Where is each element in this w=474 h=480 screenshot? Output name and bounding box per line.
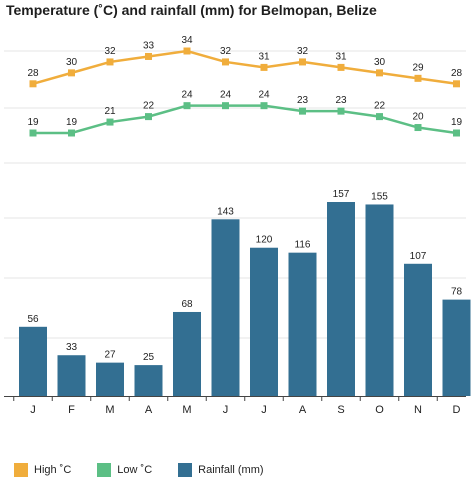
month-label: M xyxy=(105,404,114,416)
low-temp-value-label: 21 xyxy=(104,106,116,117)
rainfall-bar xyxy=(365,204,394,396)
low-temp-point xyxy=(453,129,460,137)
low-temp-value-label: 19 xyxy=(451,117,463,128)
rainfall-bar xyxy=(404,263,432,396)
rainfall-bar xyxy=(19,326,47,396)
low-temp-point xyxy=(414,124,422,132)
month-label: F xyxy=(68,404,75,416)
month-label: M xyxy=(182,404,191,416)
rainfall-bar xyxy=(134,365,163,396)
high-temp-value-label: 28 xyxy=(27,68,39,79)
legend-label-low: Low ˚C xyxy=(117,464,153,476)
high-temp-value-label: 33 xyxy=(143,40,155,51)
rainfall-value-label: 25 xyxy=(143,352,155,363)
high-temp-point xyxy=(414,74,422,82)
high-temp-value-label: 31 xyxy=(335,51,347,62)
rainfall-value-label: 56 xyxy=(27,314,39,325)
rainfall-bar xyxy=(211,219,240,396)
rainfall-bar xyxy=(173,311,201,396)
low-temp-value-label: 22 xyxy=(374,101,386,112)
legend-item-rainfall: Rainfall (mm) xyxy=(174,463,264,477)
month-label: J xyxy=(223,404,229,416)
legend-label-high: High ˚C xyxy=(34,464,72,476)
month-label: N xyxy=(414,404,422,416)
low-temp-value-label: 19 xyxy=(66,117,78,128)
month-label: A xyxy=(145,404,153,416)
high-temp-point xyxy=(222,58,229,66)
high-temp-point xyxy=(29,80,37,88)
low-temp-line xyxy=(33,104,457,135)
rainfall-bar xyxy=(327,202,355,396)
high-temp-value-label: 30 xyxy=(374,57,386,68)
legend-label-rainfall: Rainfall (mm) xyxy=(198,464,264,476)
legend-item-high: High ˚C xyxy=(10,463,71,477)
low-temp-point xyxy=(260,102,268,110)
low-temp-value-label: 23 xyxy=(297,95,309,106)
rainfall-bar xyxy=(442,299,471,396)
rainfall-value-label: 27 xyxy=(104,350,116,361)
low-temp-value-label: 22 xyxy=(143,101,155,112)
legend-item-low: Low ˚C xyxy=(93,463,152,477)
rainfall-bar xyxy=(96,362,124,396)
rainfall-value-label: 143 xyxy=(217,206,234,217)
legend: High ˚C Low ˚C Rainfall (mm) xyxy=(10,460,286,480)
low-temp-point xyxy=(376,113,383,121)
rainfall-value-label: 157 xyxy=(333,189,350,200)
chart-title: Temperature (˚C) and rainfall (mm) for B… xyxy=(6,2,377,18)
month-label: J xyxy=(261,404,267,416)
month-label: D xyxy=(453,404,461,416)
high-temp-point xyxy=(260,63,268,71)
rainfall-value-label: 155 xyxy=(371,191,388,202)
high-temp-point xyxy=(337,63,345,71)
rainfall-value-label: 107 xyxy=(410,251,427,262)
month-label: O xyxy=(375,404,384,416)
low-temp-point xyxy=(145,113,152,121)
low-temp-value-label: 24 xyxy=(181,90,193,101)
high-temp-value-label: 29 xyxy=(412,62,424,73)
climate-chart: 56 33 27 25 68 143 120 116 157 155 107 78 J F M A M J J A S O… xyxy=(4,35,471,416)
high-temp-value-label: 31 xyxy=(258,51,270,62)
low-temp-point xyxy=(68,129,75,137)
rainfall-value-label: 68 xyxy=(181,299,193,310)
low-temp-point xyxy=(106,118,114,126)
rainfall-value-label: 120 xyxy=(256,235,273,246)
rainfall-value-label: 116 xyxy=(295,240,311,251)
low-temp-point xyxy=(222,102,229,110)
rainfall-bar xyxy=(288,252,317,396)
high-temp-value-label: 34 xyxy=(181,35,193,46)
legend-swatch-high xyxy=(14,463,28,477)
low-temp-value-label: 19 xyxy=(27,117,39,128)
legend-swatch-rainfall xyxy=(178,463,193,477)
high-temp-value-label: 32 xyxy=(297,46,309,57)
rainfall-value-label: 33 xyxy=(66,342,78,353)
rainfall-bar xyxy=(250,247,278,396)
high-temp-line xyxy=(32,49,457,86)
low-temp-point xyxy=(299,107,306,115)
rainfall-bar xyxy=(57,355,86,396)
low-temp-value-label: 23 xyxy=(335,95,347,106)
high-temp-point xyxy=(145,52,152,60)
high-temp-value-label: 32 xyxy=(104,46,116,57)
low-temp-value-label: 24 xyxy=(258,90,270,101)
month-label: A xyxy=(299,404,307,416)
high-temp-value-label: 28 xyxy=(451,68,463,79)
low-temp-point xyxy=(29,129,37,137)
low-temp-value-label: 20 xyxy=(412,112,424,123)
low-temp-value-label: 24 xyxy=(220,90,232,101)
month-label: J xyxy=(30,404,36,416)
low-temp-point xyxy=(337,107,345,115)
high-temp-point xyxy=(299,58,306,66)
high-temp-point xyxy=(106,58,114,66)
high-temp-point xyxy=(68,69,75,77)
low-temp-point xyxy=(183,102,191,110)
rainfall-value-label: 78 xyxy=(451,287,463,298)
high-temp-value-label: 30 xyxy=(66,57,78,68)
legend-swatch-low xyxy=(97,463,112,477)
month-label: S xyxy=(337,404,344,416)
high-temp-point xyxy=(376,69,383,77)
high-temp-point xyxy=(183,47,191,55)
high-temp-point xyxy=(453,80,460,88)
high-temp-value-label: 32 xyxy=(220,46,232,57)
